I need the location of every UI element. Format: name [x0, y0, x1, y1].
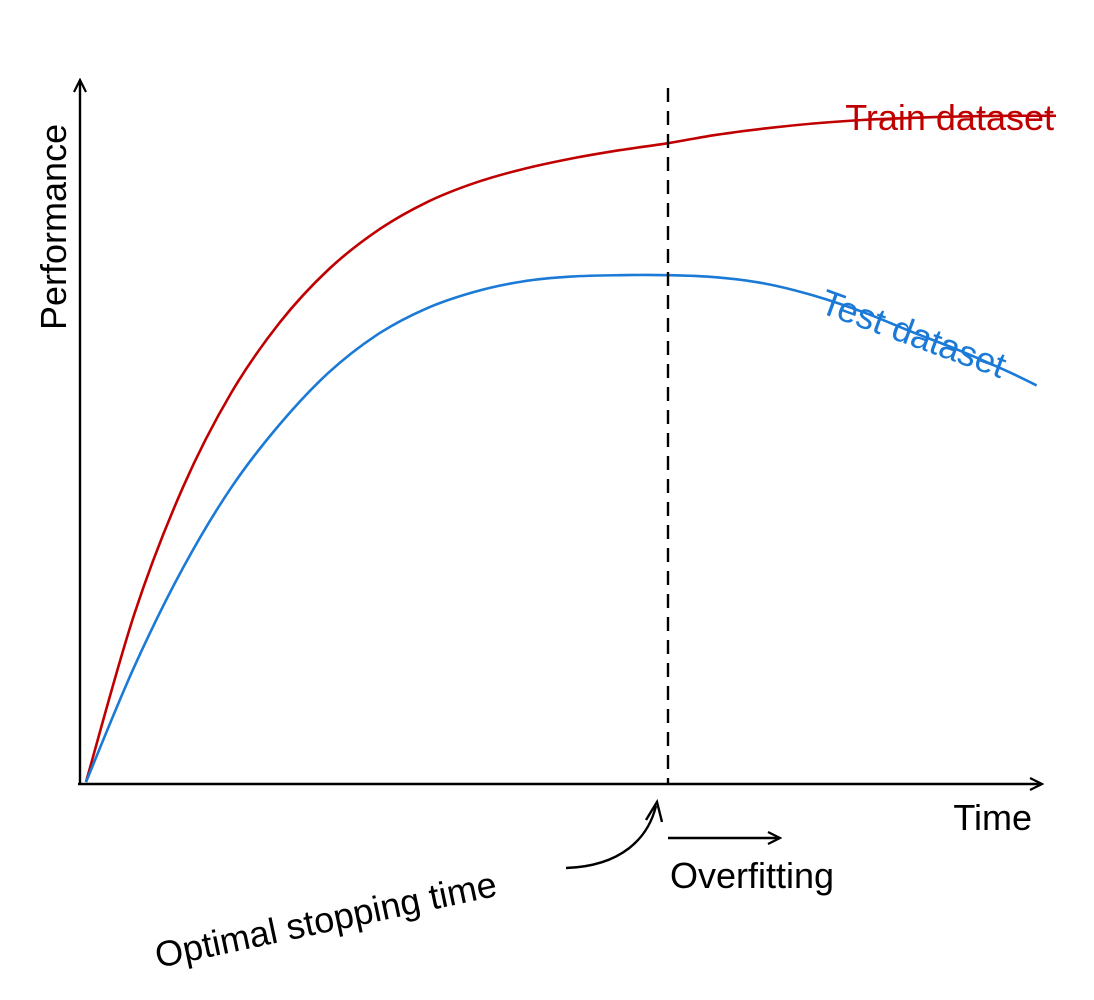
- y-axis-label: Performance: [33, 124, 74, 330]
- optimal-stopping-arrow: [565, 805, 658, 870]
- test-series-line: [84, 273, 1038, 783]
- train-series-label: Train dataset: [845, 97, 1054, 138]
- test-series-label: Test dataset: [815, 281, 1011, 386]
- optimal-stopping-label: Optimal stopping time: [151, 863, 500, 975]
- overfitting-label: Overfitting: [670, 855, 834, 896]
- optimal-stopping-arrowhead: [644, 798, 664, 823]
- train-series-line: [84, 114, 1057, 783]
- x-axis-label: Time: [953, 797, 1032, 838]
